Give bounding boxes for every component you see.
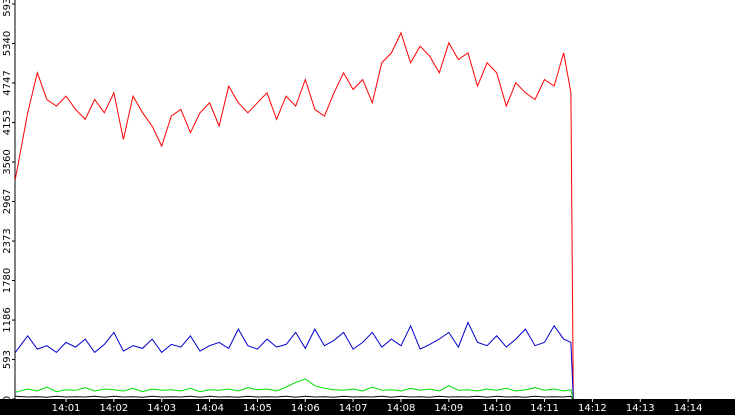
y-tick-label: 2967 — [2, 189, 13, 214]
x-tick-label: 14:03 — [147, 403, 176, 414]
x-tick-label: 14:01 — [52, 403, 81, 414]
x-tick-label: 14:08 — [387, 403, 416, 414]
x-tick-label: 14:04 — [195, 403, 224, 414]
y-tick-label: 3560 — [2, 149, 13, 174]
x-tick-label: 14:05 — [243, 403, 272, 414]
x-tick-label: 14:06 — [291, 403, 320, 414]
x-tick-label: 14:11 — [530, 403, 559, 414]
y-tick-label: 4747 — [2, 70, 13, 95]
y-tick-label: 5934 — [2, 0, 13, 17]
x-tick-label: 14:14 — [674, 403, 703, 414]
y-tick-label: 0 — [2, 396, 13, 402]
y-tick-label: 1780 — [2, 268, 13, 293]
series-line — [14, 321, 574, 400]
y-tick-label: 5340 — [2, 31, 13, 56]
x-tick-label: 14:12 — [578, 403, 607, 414]
x-tick-label: 14:02 — [99, 403, 128, 414]
x-tick-label: 14:09 — [434, 403, 463, 414]
series-line — [14, 31, 574, 400]
y-tick-label: 1186 — [2, 307, 13, 332]
y-tick-label: 4153 — [2, 110, 13, 135]
x-axis-band — [0, 399, 735, 415]
series-line — [15, 378, 574, 400]
series-line — [15, 395, 574, 400]
x-tick-label: 14:07 — [339, 403, 368, 414]
y-tick-label: 593 — [2, 350, 13, 369]
x-tick-label: 14:10 — [482, 403, 511, 414]
y-tick-label: 2373 — [2, 228, 13, 253]
x-tick-label: 14:13 — [626, 403, 655, 414]
